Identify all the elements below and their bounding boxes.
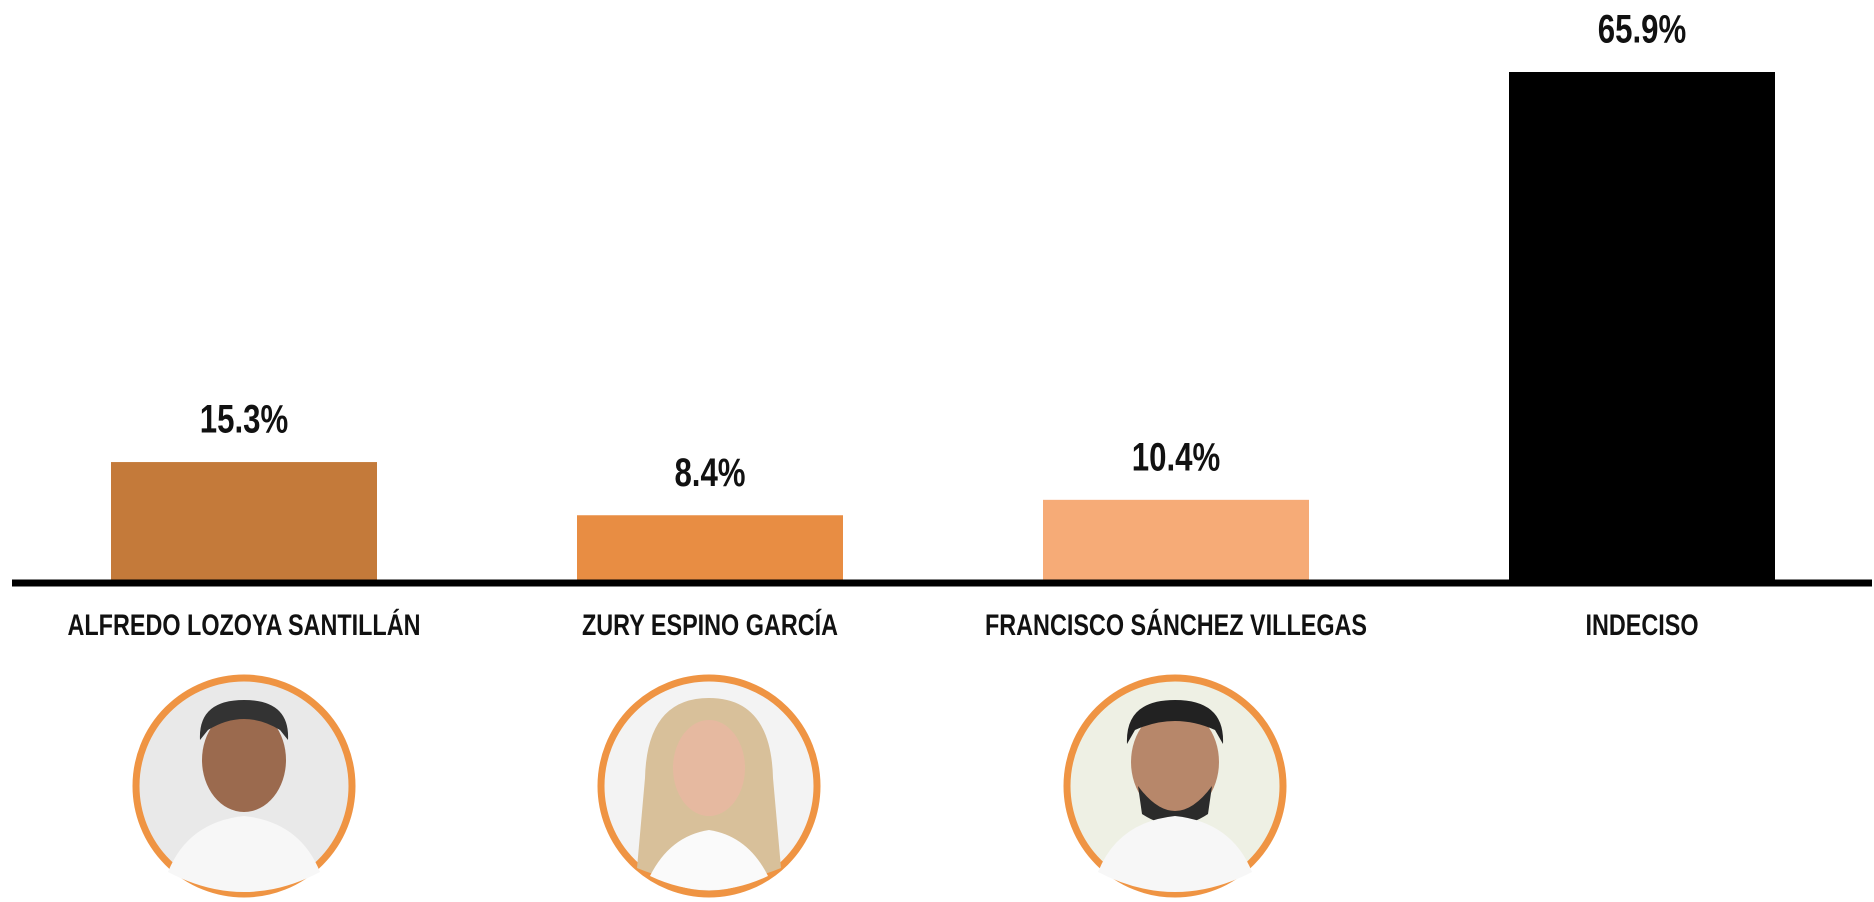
photo: [597, 674, 821, 898]
value-label: 15.3%: [200, 397, 288, 442]
bar: [111, 462, 377, 580]
category-label: INDECISO: [1585, 608, 1698, 641]
candidate-photos: [132, 674, 1287, 898]
category-label: ZURY ESPINO GARCÍA: [582, 607, 838, 642]
value-label: 10.4%: [1132, 435, 1220, 480]
bar: [1043, 499, 1309, 580]
photo: [1063, 674, 1287, 898]
bar: [577, 515, 843, 580]
value-label: 8.4%: [674, 450, 745, 495]
category-label: FRANCISCO SÁNCHEZ VILLEGAS: [985, 607, 1367, 642]
bar: [1509, 72, 1775, 580]
photo: [132, 674, 356, 898]
value-label: 65.9%: [1598, 7, 1686, 52]
category-label: ALFREDO LOZOYA SANTILLÁN: [68, 607, 421, 642]
